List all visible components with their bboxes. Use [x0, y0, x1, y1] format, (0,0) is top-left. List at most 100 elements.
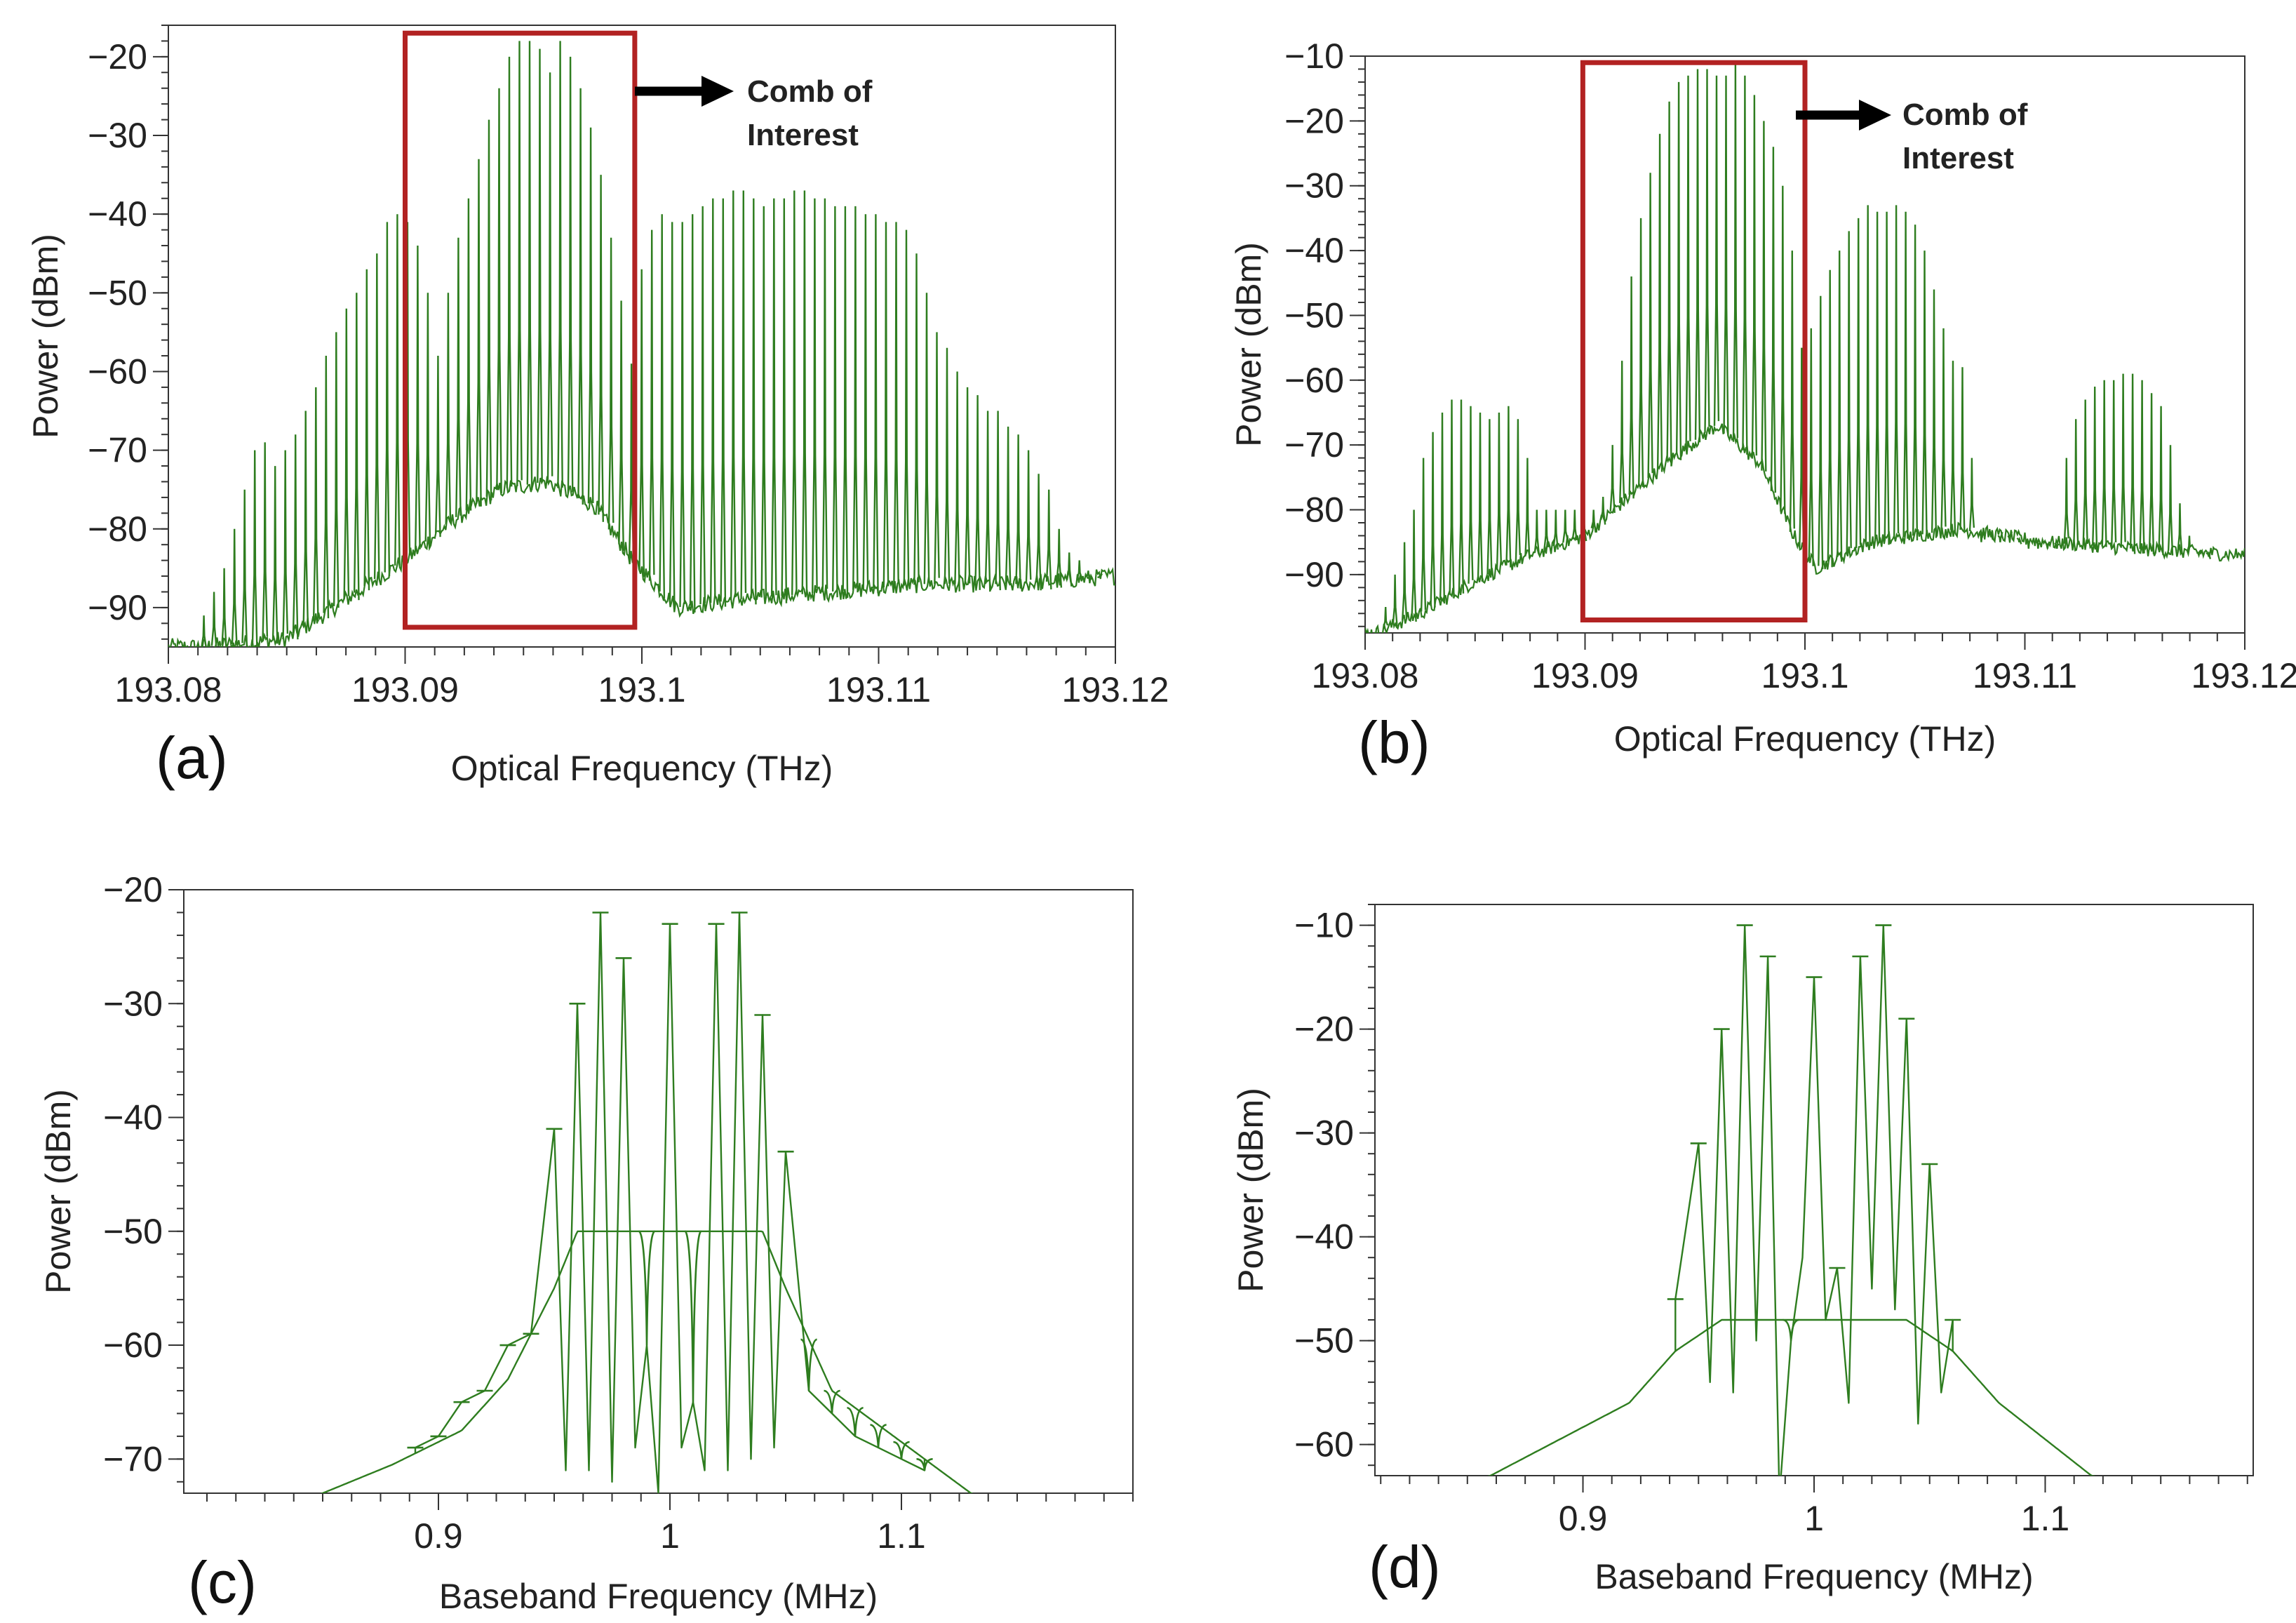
- y-tick-label: −70: [1284, 425, 1344, 465]
- comb-line: [1458, 399, 1465, 594]
- comb-line: [832, 206, 838, 598]
- comb-line: [424, 293, 431, 547]
- comb-line: [1468, 406, 1474, 584]
- comb-line: [567, 56, 574, 494]
- comb-line: [2148, 393, 2155, 554]
- comb-line: [679, 222, 686, 608]
- comb-line: [1770, 147, 1776, 493]
- y-tick-label: −10: [1294, 906, 1354, 945]
- spectral-peak: [684, 1230, 702, 1403]
- x-tick-label: 193.12: [1062, 670, 1169, 709]
- spectral-peak: [638, 1230, 656, 1346]
- comb-line: [476, 159, 482, 507]
- panel-a-label: (a): [156, 725, 228, 791]
- comb-line: [1638, 218, 1644, 488]
- annotation-arrow-head: [1859, 100, 1891, 131]
- spectrum-core-trace: [414, 911, 926, 1493]
- comb-line: [1562, 509, 1569, 543]
- comb-line: [791, 190, 798, 595]
- comb-line: [1865, 205, 1871, 545]
- comb-line: [312, 387, 319, 622]
- comb-line: [2206, 551, 2212, 559]
- comb-line: [1524, 457, 1531, 559]
- comb-line: [1713, 75, 1720, 426]
- comb-line: [1449, 399, 1455, 599]
- comb-line: [598, 175, 604, 522]
- comb-line: [1789, 251, 1795, 533]
- spectral-peak: [824, 1389, 840, 1414]
- comb-line: [720, 198, 727, 607]
- comb-line: [801, 190, 808, 594]
- comb-line: [262, 442, 269, 641]
- comb-line: [699, 206, 706, 605]
- spectral-peak: [800, 1338, 818, 1391]
- comb-line: [944, 347, 951, 585]
- y-tick-label: −70: [103, 1439, 163, 1478]
- comb-line: [557, 41, 563, 488]
- y-tick-label: −80: [88, 509, 147, 549]
- x-tick-label: 193.08: [1312, 656, 1419, 695]
- comb-line: [770, 198, 777, 597]
- y-tick-label: −50: [1294, 1321, 1354, 1361]
- comb-line: [1846, 231, 1852, 553]
- comb-line: [1902, 211, 1909, 539]
- spectrum-envelope: [320, 1230, 974, 1493]
- comb-line: [1619, 361, 1625, 503]
- comb-line: [862, 214, 869, 589]
- spectral-peak: [847, 1407, 864, 1436]
- comb-line: [526, 41, 533, 490]
- panel-c: 0.9 1 1.1 −70 −60 −50 −40 −30 −20 Baseband Freque…: [39, 870, 1134, 1616]
- y-tick-label: −40: [1294, 1217, 1354, 1257]
- comb-line: [1430, 432, 1436, 608]
- comb-line: [1997, 531, 2003, 542]
- comb-line: [913, 253, 920, 585]
- x-tick-label: 193.1: [598, 670, 685, 709]
- x-tick-label: 193.09: [1531, 656, 1639, 695]
- comb-line: [1656, 133, 1663, 472]
- y-tick-label: −40: [88, 194, 147, 234]
- comb-line: [231, 528, 238, 644]
- comb-line: [638, 269, 645, 577]
- x-tick-label: 193.09: [351, 670, 459, 709]
- comb-line: [2063, 457, 2069, 544]
- comb-line: [873, 214, 879, 594]
- comb-line: [964, 387, 971, 585]
- comb-line: [302, 410, 309, 627]
- comb-line: [537, 48, 543, 483]
- spectral-peak: [1783, 1318, 1799, 1341]
- comb-line: [455, 237, 462, 517]
- comb-line: [2016, 536, 2022, 545]
- comb-line: [1912, 225, 1919, 541]
- comb-line: [1949, 361, 1956, 533]
- y-tick-label: −50: [88, 273, 147, 312]
- comb-line: [618, 300, 624, 552]
- comb-line: [415, 245, 421, 550]
- comb-line: [1087, 574, 1093, 580]
- comb-line: [2167, 445, 2174, 556]
- comb-line: [1015, 434, 1021, 589]
- x-axis-label: Optical Frequency (THz): [1614, 719, 1996, 759]
- comb-line: [1439, 412, 1446, 604]
- comb-line: [394, 214, 401, 566]
- x-axis-label: Baseband Frequency (MHz): [439, 1577, 878, 1616]
- comb-line: [506, 56, 513, 488]
- comb-line: [1694, 69, 1701, 443]
- comb-line: [1808, 328, 1814, 566]
- comb-line: [781, 198, 788, 603]
- comb-line: [201, 615, 207, 647]
- comb-line: [1874, 211, 1881, 543]
- y-tick-label: −20: [88, 37, 147, 76]
- comb-line: [1855, 218, 1862, 549]
- x-axis-label: Optical Frequency (THz): [451, 749, 833, 788]
- comb-line: [1066, 552, 1073, 587]
- x-tick-label: 193.11: [1973, 656, 2077, 695]
- comb-line: [465, 198, 472, 511]
- comb-line: [2101, 380, 2107, 547]
- noise-floor-trace: [168, 476, 1115, 647]
- comb-line: [1827, 269, 1833, 568]
- comb-line: [271, 466, 278, 644]
- comb-line: [373, 253, 380, 580]
- y-tick-label: −50: [103, 1212, 163, 1251]
- comb-line: [1628, 276, 1634, 499]
